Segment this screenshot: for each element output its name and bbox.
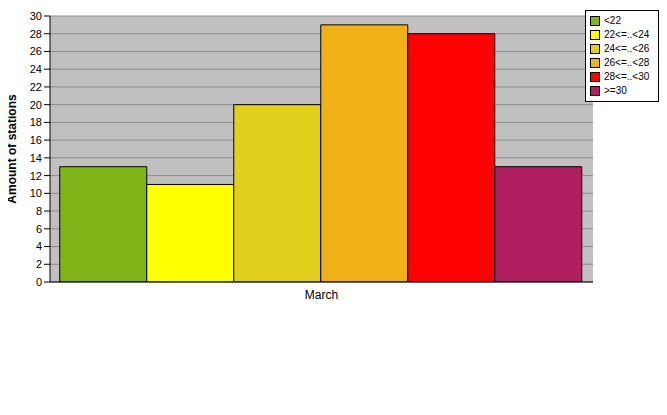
html-text:>=30: >=30 [604, 85, 627, 96]
svg-text:Amount of stations: Amount of stations [8, 94, 19, 204]
html-text:<22: <22 [604, 15, 621, 26]
html-text:24<=..<26: 24<=..<26 [604, 43, 650, 54]
svg-text:12: 12 [30, 170, 42, 182]
svg-text:10: 10 [30, 187, 42, 199]
svg-text:24: 24 [30, 63, 42, 75]
html-text:22<=..<24: 22<=..<24 [604, 29, 650, 40]
svg-text:March: March [305, 288, 338, 302]
svg-text:20: 20 [30, 99, 42, 111]
svg-text:8: 8 [36, 205, 42, 217]
svg-text:14: 14 [30, 152, 42, 164]
svg-text:30: 30 [30, 10, 42, 22]
svg-text:16: 16 [30, 134, 42, 146]
svg-text:4: 4 [36, 240, 42, 252]
svg-text:2: 2 [36, 258, 42, 270]
html-text:28<=..<30: 28<=..<30 [604, 71, 650, 82]
svg-text:26: 26 [30, 45, 42, 57]
svg-text:0: 0 [36, 276, 42, 288]
svg-text:22: 22 [30, 81, 42, 93]
svg-text:28: 28 [30, 28, 42, 40]
svg-text:6: 6 [36, 223, 42, 235]
svg-text:18: 18 [30, 116, 42, 128]
html-text:26<=..<28: 26<=..<28 [604, 57, 650, 68]
